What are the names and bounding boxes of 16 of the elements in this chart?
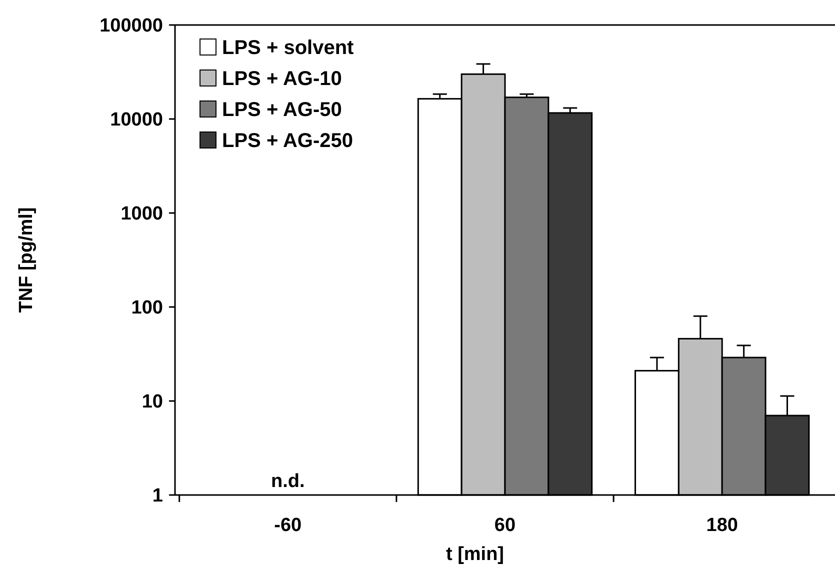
y-tick-label: 10000 — [110, 110, 163, 131]
x-tick-label: -60 — [274, 515, 302, 536]
legend-label: LPS + AG-250 — [222, 130, 353, 152]
y-tick-label: 1 — [152, 486, 164, 507]
legend-label: LPS + solvent — [222, 37, 354, 59]
legend-label: LPS + AG-10 — [222, 68, 342, 90]
y-tick-label: 100 — [131, 298, 163, 319]
legend-label: LPS + AG-50 — [222, 99, 342, 121]
y-tick-label: 100000 — [100, 16, 163, 37]
y-tick-label: 1000 — [120, 204, 163, 225]
x-axis-title: t [min] — [446, 544, 504, 565]
y-tick-label: 10 — [142, 392, 163, 413]
annotation: n.d. — [271, 471, 305, 492]
x-tick-label: 60 — [494, 515, 516, 536]
x-tick-label: 180 — [706, 515, 738, 536]
y-axis-title: TNF [pg/ml] — [16, 207, 37, 313]
